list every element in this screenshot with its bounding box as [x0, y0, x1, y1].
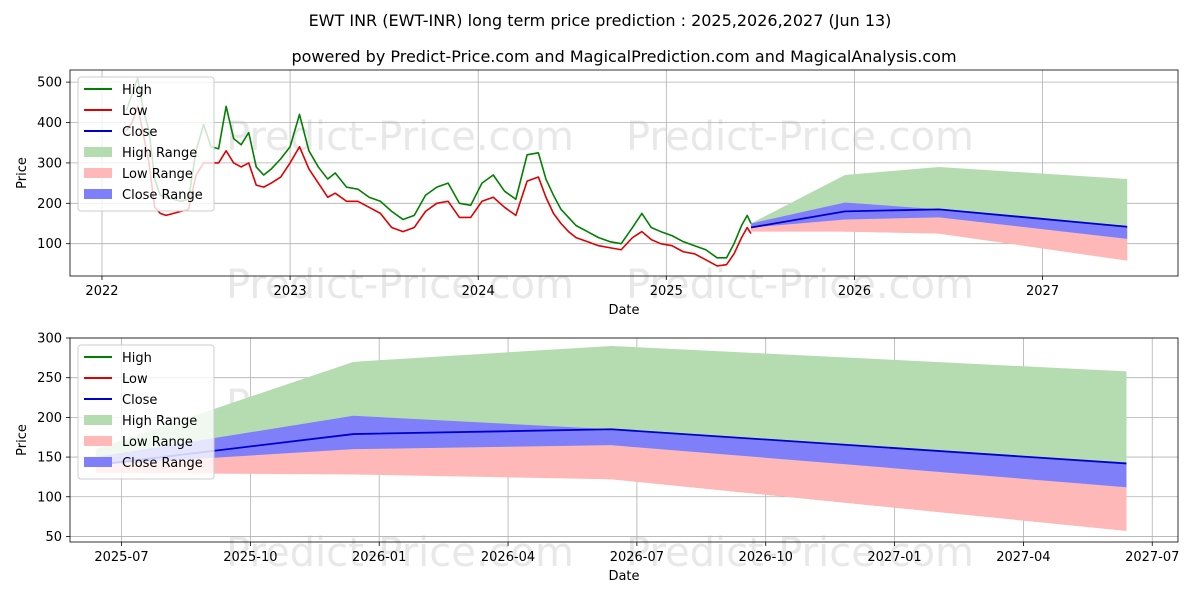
x-tick-label: 2027-04 — [996, 550, 1050, 565]
y-tick-label: 300 — [37, 332, 62, 347]
legend-patch-swatch — [84, 436, 112, 446]
y-tick-label: 200 — [37, 411, 62, 426]
x-tick-label: 2026-10 — [739, 550, 793, 565]
legend-patch-swatch — [84, 147, 112, 157]
x-tick-label: 2027 — [1026, 284, 1059, 299]
x-tick-label: 2025 — [650, 284, 683, 299]
y-tick-label: 500 — [37, 76, 62, 91]
x-tick-label: 2026-04 — [481, 550, 535, 565]
x-tick-label: 2025-10 — [223, 550, 277, 565]
long-term-price-panel: Predict-Price.com Predict-Price.com Predic… — [15, 69, 1179, 318]
y-tick-label: 200 — [37, 197, 62, 212]
legend-label: Close — [122, 393, 157, 408]
legend-patch-swatch — [84, 168, 112, 178]
high-series-line — [125, 77, 752, 259]
legend-label: High Range — [122, 414, 197, 429]
plot-area — [125, 77, 1128, 267]
legend-label: Close Range — [122, 188, 203, 203]
legend-label: Close — [122, 125, 157, 140]
x-axis-label: Date — [608, 569, 639, 584]
legend-label: High Range — [122, 146, 197, 161]
x-tick-label: 2026-07 — [610, 550, 664, 565]
legend: High Low Close High Range Low Range Close Ran… — [77, 344, 215, 480]
plot-frame — [69, 337, 1179, 543]
watermark-text: Predict-Price.com — [626, 114, 974, 160]
legend-patch-swatch — [84, 189, 112, 199]
legend-patch-swatch — [84, 415, 112, 425]
x-tick-label: 2023 — [274, 284, 307, 299]
legend-label: High — [122, 351, 152, 366]
y-tick-label: 100 — [37, 490, 62, 505]
x-tick-label: 2024 — [462, 284, 495, 299]
legend: High Low Close High Range Low Range Close Ran… — [77, 76, 215, 212]
legend-label: High — [122, 83, 152, 98]
y-axis-label: Price — [15, 157, 30, 189]
y-tick-label: 150 — [37, 451, 62, 466]
x-tick-label: 2025-07 — [94, 550, 148, 565]
watermark-text: Predict-Price.com — [226, 262, 574, 308]
forecast-zoom-panel: Predict-Price.comPredict-Price.comPredic… — [15, 332, 1179, 585]
legend-label: Low — [122, 372, 148, 387]
x-tick-label: 2026 — [838, 284, 871, 299]
close-series-line — [750, 208, 1128, 229]
low-range-band — [95, 445, 1127, 531]
legend-patch-swatch — [84, 457, 112, 467]
y-tick-label: 400 — [37, 116, 62, 131]
y-tick-label: 250 — [37, 371, 62, 386]
x-tick-label: 2027-07 — [1125, 550, 1179, 565]
legend-label: Low Range — [122, 167, 193, 182]
watermark-text: Predict-Price.com — [226, 114, 574, 160]
watermark-text: Predict-Price.com — [226, 530, 574, 576]
low-range-band — [750, 217, 1128, 261]
y-tick-label: 100 — [37, 237, 62, 252]
y-tick-label: 300 — [37, 156, 62, 171]
watermark-text: Predict-Price.com — [626, 530, 974, 576]
y-axis-label: Price — [15, 424, 30, 456]
plot-area — [95, 345, 1127, 531]
watermark-text: Predict-Price.com — [626, 262, 974, 308]
legend-label: Low — [122, 104, 148, 119]
chart-title: EWT INR (EWT-INR) long term price predic… — [309, 11, 892, 30]
legend-label: Close Range — [122, 456, 203, 471]
legend-label: Low Range — [122, 435, 193, 450]
x-tick-label: 2026-01 — [352, 550, 406, 565]
x-axis-label: Date — [608, 303, 639, 318]
close-series-line — [95, 428, 1127, 466]
chart-subtitle: powered by Predict-Price.com and Magical… — [291, 47, 956, 66]
plot-frame — [69, 69, 1179, 277]
x-tick-label: 2022 — [85, 284, 118, 299]
y-tick-label: 50 — [45, 530, 62, 545]
x-tick-label: 2027-01 — [867, 550, 921, 565]
